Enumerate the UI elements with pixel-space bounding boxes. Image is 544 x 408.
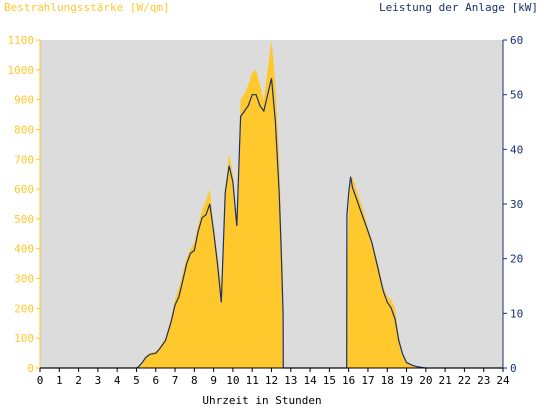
left-axis-title: Bestrahlungsstärke [W/qm]	[4, 1, 170, 14]
y-left-tick-label: 800	[14, 123, 34, 136]
y-left-tick-label: 300	[14, 273, 34, 286]
y-right-tick-label: 20	[510, 253, 523, 266]
x-tick-label: 0	[37, 374, 44, 387]
x-tick-label: 15	[323, 374, 336, 387]
y-right-tick-label: 40	[510, 143, 523, 156]
right-axis-title: Leistung der Anlage [kW]	[379, 1, 538, 14]
y-right-tick-label: 10	[510, 307, 523, 320]
axes-layer: 0100200300400500600700800900100011000102…	[8, 34, 524, 387]
y-left-tick-label: 200	[14, 302, 34, 315]
series-layer	[40, 40, 503, 369]
x-tick-label: 11	[246, 374, 259, 387]
y-left-tick-label: 100	[14, 332, 34, 345]
power-line	[40, 78, 503, 369]
x-tick-label: 8	[191, 374, 198, 387]
y-right-tick-label: 30	[510, 198, 523, 211]
x-tick-label: 7	[172, 374, 179, 387]
x-tick-label: 13	[284, 374, 297, 387]
x-tick-label: 6	[152, 374, 159, 387]
x-tick-label: 16	[342, 374, 355, 387]
x-tick-label: 23	[477, 374, 490, 387]
y-left-tick-label: 900	[14, 94, 34, 107]
y-right-tick-label: 50	[510, 89, 523, 102]
x-tick-label: 17	[361, 374, 374, 387]
y-left-tick-label: 1000	[8, 64, 35, 77]
y-right-tick-label: 0	[510, 362, 517, 375]
x-tick-label: 10	[226, 374, 239, 387]
x-tick-label: 4	[114, 374, 121, 387]
x-tick-label: 19	[400, 374, 413, 387]
y-right-tick-label: 60	[510, 34, 523, 47]
x-tick-label: 9	[210, 374, 217, 387]
x-tick-label: 20	[419, 374, 432, 387]
x-tick-label: 18	[381, 374, 394, 387]
x-tick-label: 24	[496, 374, 510, 387]
y-left-tick-label: 700	[14, 153, 34, 166]
x-axis-title: Uhrzeit in Stunden	[202, 394, 322, 407]
y-left-tick-label: 600	[14, 183, 34, 196]
y-left-tick-label: 400	[14, 243, 34, 256]
y-left-tick-label: 0	[27, 362, 34, 375]
x-tick-label: 12	[265, 374, 278, 387]
x-tick-label: 2	[75, 374, 82, 387]
x-tick-label: 21	[439, 374, 452, 387]
irradiance-area	[40, 40, 503, 368]
x-tick-label: 14	[303, 374, 317, 387]
x-tick-label: 5	[133, 374, 140, 387]
y-left-tick-label: 1100	[8, 34, 35, 47]
x-tick-label: 22	[458, 374, 471, 387]
x-tick-label: 1	[56, 374, 63, 387]
y-left-tick-label: 500	[14, 213, 34, 226]
x-tick-label: 3	[95, 374, 102, 387]
